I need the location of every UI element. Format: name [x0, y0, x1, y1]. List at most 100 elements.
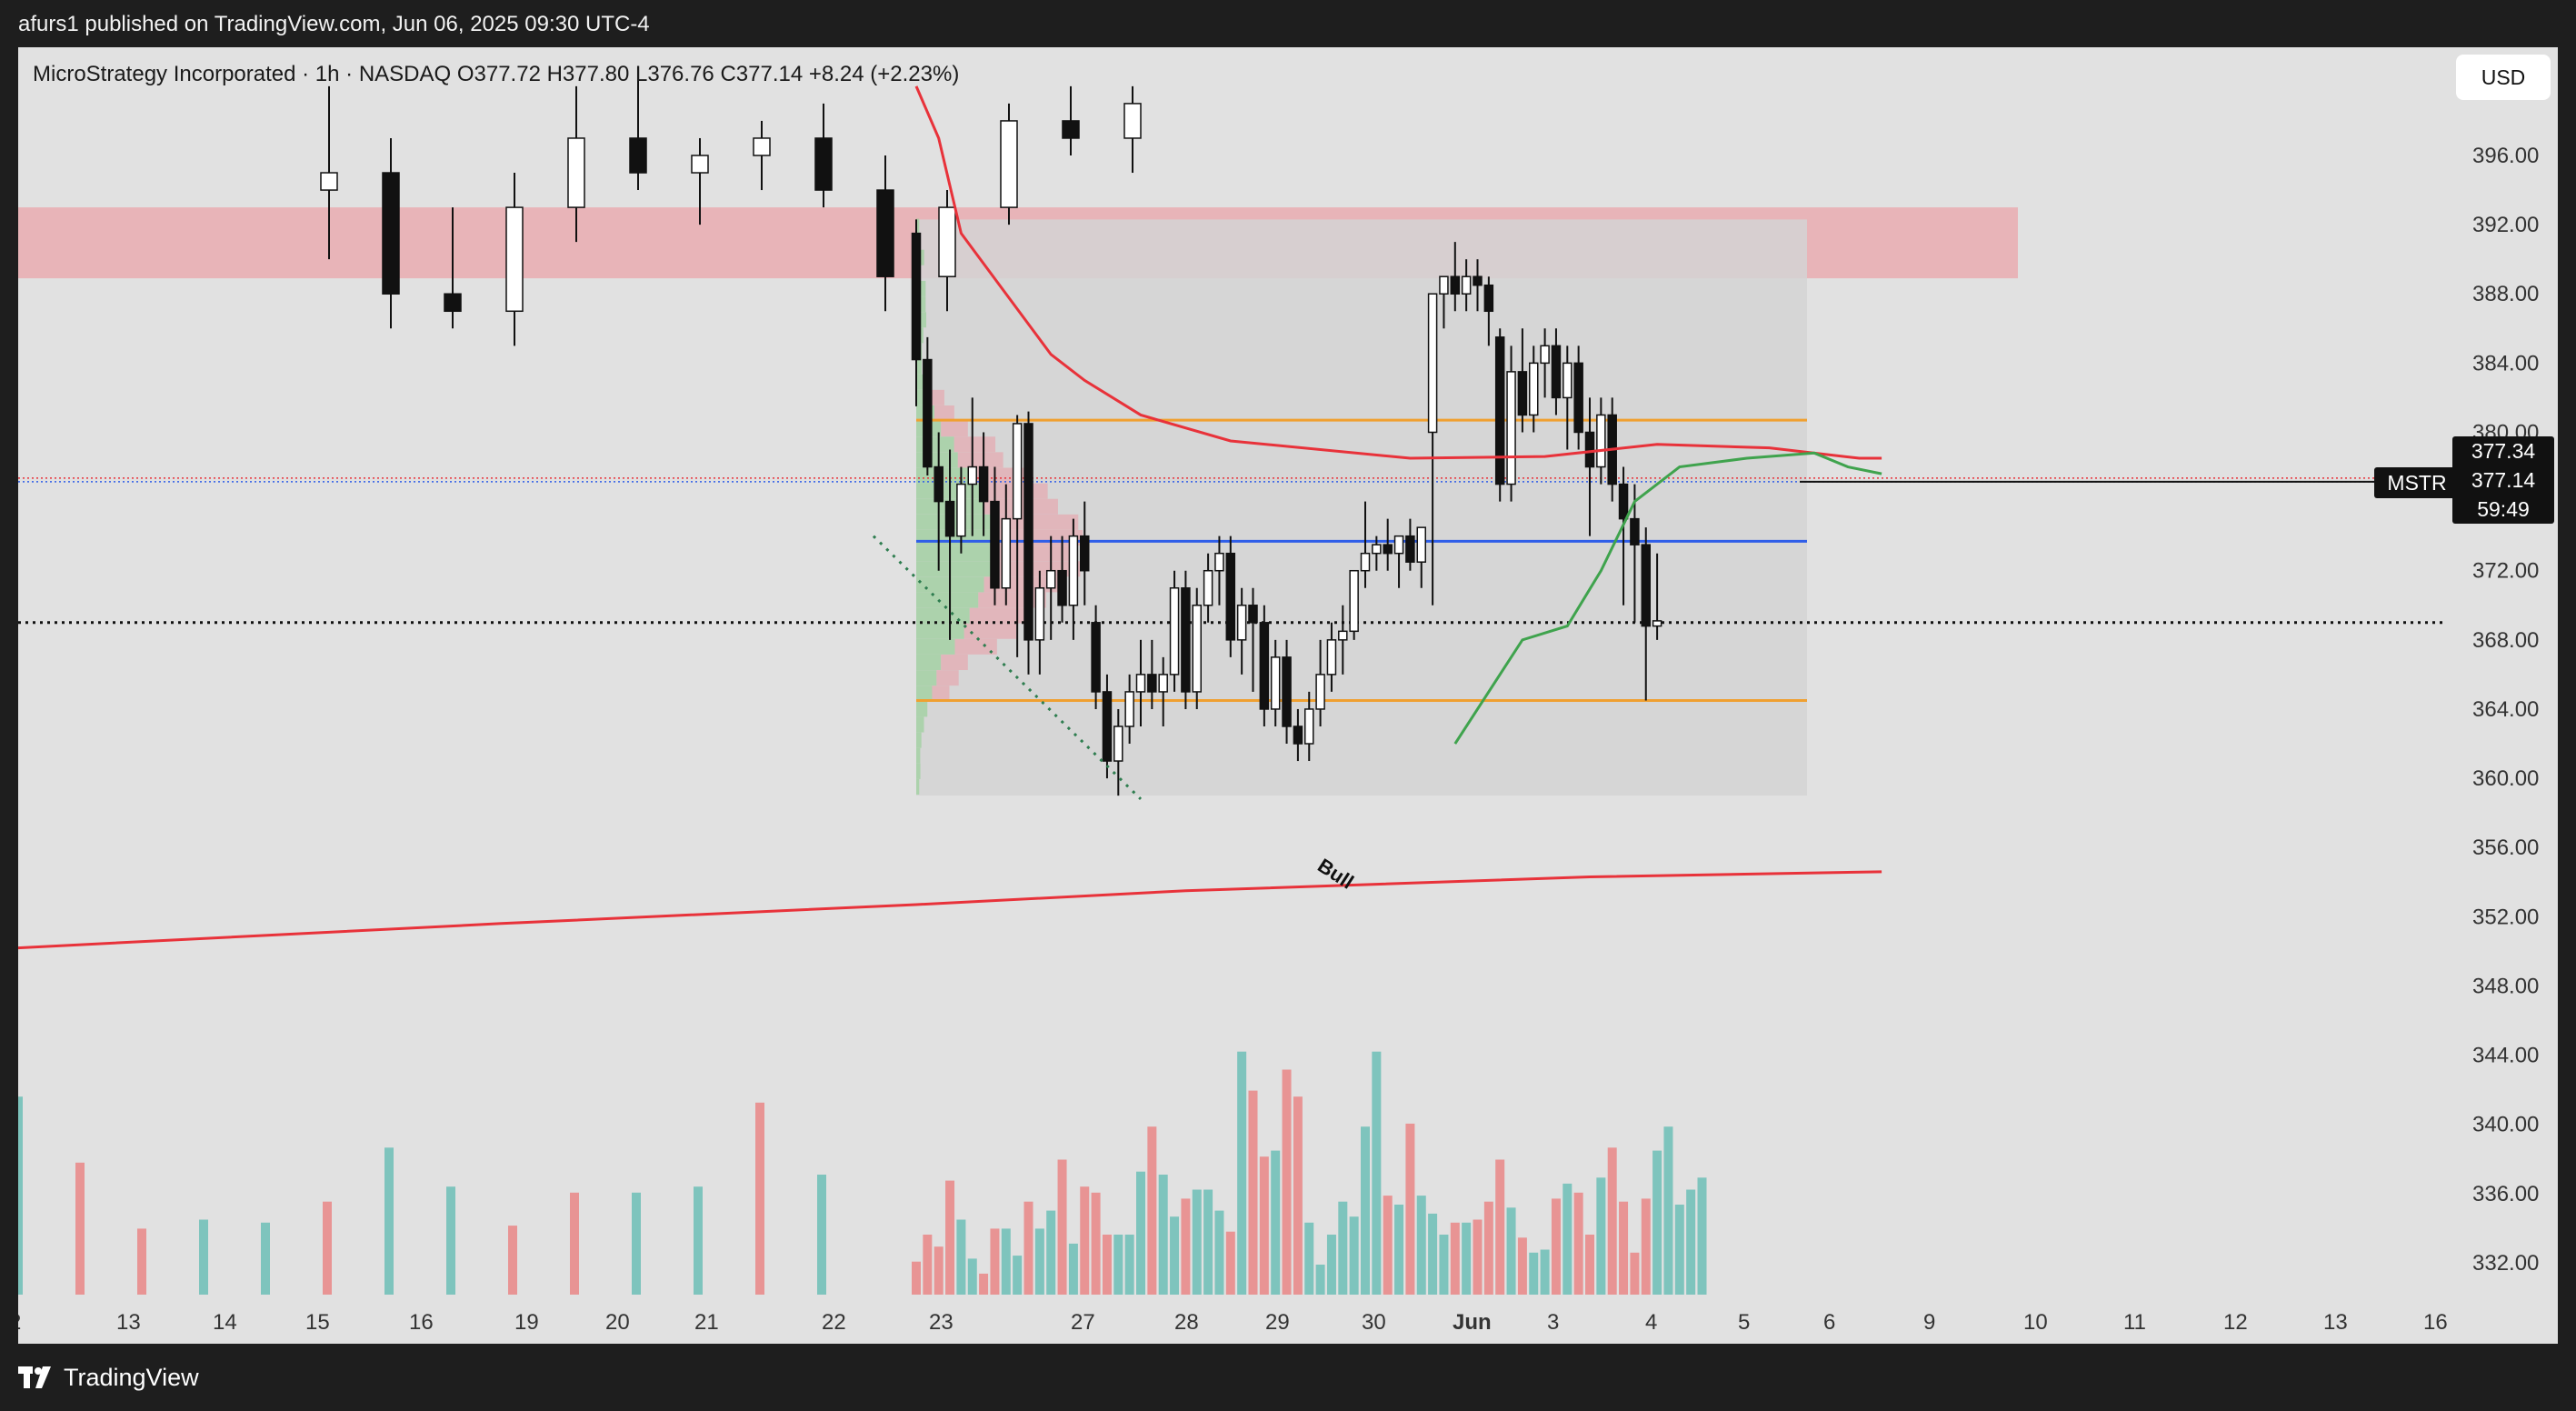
volume-bar [1675, 1205, 1684, 1295]
candle-down [913, 234, 921, 360]
candle-down [980, 467, 988, 502]
candle-up [957, 485, 965, 536]
volume-bar [1260, 1156, 1269, 1295]
candle-up [1339, 631, 1347, 640]
legend-close: C377.14 [720, 62, 803, 86]
volume-bar [18, 1096, 23, 1295]
candle-up [1272, 657, 1280, 709]
volume-bar [75, 1163, 85, 1295]
y-tick-label: 340.00 [2472, 1113, 2539, 1137]
volume-bar [1383, 1196, 1393, 1295]
candle-up [506, 207, 523, 311]
volume-bar [446, 1186, 455, 1295]
y-tick-label: 332.00 [2472, 1251, 2539, 1276]
volume-bar [923, 1235, 932, 1295]
x-tick-label: 20 [605, 1310, 630, 1335]
volume-bar [1002, 1228, 1011, 1295]
chart-area[interactable]: 396.00 392.00 388.00 384.00 380.00 372.00 368.… [18, 47, 2558, 1344]
x-tick-label: 16 [2423, 1310, 2448, 1335]
candle-down [1642, 545, 1650, 625]
volume-bar [1686, 1190, 1695, 1296]
x-tick-label: Jun [1453, 1310, 1492, 1335]
volume-bar [1024, 1202, 1033, 1295]
candle-up [1395, 536, 1403, 554]
candle-down [1406, 536, 1414, 563]
candle-down [1473, 276, 1482, 285]
last-price-label: 377.14 [2452, 465, 2554, 495]
candle-down [1103, 692, 1111, 761]
brand-name: TradingView [64, 1364, 199, 1392]
x-tick-label: 23 [929, 1310, 954, 1335]
volume-bar [1405, 1124, 1414, 1295]
volume-bar [1698, 1177, 1707, 1295]
candle-down [1620, 485, 1628, 519]
profile-up-bar [916, 561, 994, 576]
volume-bar [1147, 1126, 1156, 1295]
volume-bar [1113, 1235, 1123, 1295]
volume-bar [1316, 1265, 1325, 1295]
candle-up [1305, 709, 1313, 744]
volume-bar [1338, 1202, 1347, 1295]
candle-down [815, 138, 832, 190]
volume-bar [945, 1181, 954, 1295]
volume-bar [934, 1246, 944, 1295]
candle-up [1530, 363, 1538, 415]
candle-down [946, 502, 954, 536]
volume-bar [1283, 1070, 1292, 1296]
candle-up [1417, 527, 1425, 562]
legend-change: +8.24 (+2.23%) [809, 62, 959, 86]
volume-bar [1552, 1198, 1561, 1295]
profile-up-bar [916, 655, 941, 670]
candle-down [1574, 363, 1583, 432]
candle-down [1451, 276, 1459, 294]
price-chart-svg[interactable]: 396.00392.00388.00384.00380.00372.00368.… [18, 47, 2558, 1344]
volume-bar [1361, 1126, 1370, 1295]
footer-bar: TradingView [0, 1344, 2576, 1411]
volume-bar [1058, 1160, 1067, 1296]
volume-bar [1541, 1250, 1550, 1296]
volume-bar [1394, 1205, 1403, 1295]
candle-up [754, 138, 770, 155]
volume-bar [1046, 1211, 1055, 1295]
profile-down-bar [970, 608, 1028, 624]
volume-bar [1203, 1190, 1213, 1296]
volume-bar [1608, 1147, 1617, 1295]
candle-up [1069, 536, 1077, 605]
candle-down [1484, 285, 1493, 312]
candle-up [1204, 571, 1213, 605]
profile-up-bar [916, 685, 932, 701]
volume-bar [384, 1147, 394, 1295]
candle-up [1327, 640, 1335, 675]
profile-up-bar [916, 484, 979, 499]
volume-bar [1585, 1235, 1594, 1295]
profile-down-bar [941, 655, 968, 670]
x-tick-label: 30 [1362, 1310, 1386, 1335]
volume-bar [956, 1220, 965, 1296]
volume-bar [1439, 1235, 1448, 1295]
candle-down [1249, 605, 1257, 623]
volume-bar [1507, 1207, 1516, 1295]
volume-bar [1092, 1193, 1101, 1295]
profile-up-bar [916, 701, 927, 716]
currency-button[interactable]: USD [2456, 55, 2551, 100]
tradingview-brand[interactable]: TradingView [18, 1364, 199, 1392]
volume-bar [1170, 1216, 1179, 1295]
profile-down-bar [934, 405, 954, 421]
candle-up [1238, 605, 1246, 640]
x-tick-label: 10 [2023, 1310, 2048, 1335]
volume-bar [1574, 1193, 1583, 1295]
volume-bar [990, 1228, 999, 1295]
candle-up [1035, 588, 1043, 640]
profile-up-bar [916, 670, 936, 685]
candle-up [1362, 554, 1370, 571]
y-tick-label: 336.00 [2472, 1182, 2539, 1206]
y-tick-label: 356.00 [2472, 836, 2539, 860]
candle-up [568, 138, 584, 207]
x-tick-label: 9 [1923, 1310, 1935, 1335]
candle-up [1463, 276, 1471, 294]
volume-bar [1619, 1202, 1628, 1295]
x-tick-label: 27 [1071, 1310, 1095, 1335]
candle-down [934, 467, 943, 502]
candle-up [1429, 294, 1437, 432]
volume-bar [1350, 1216, 1359, 1295]
